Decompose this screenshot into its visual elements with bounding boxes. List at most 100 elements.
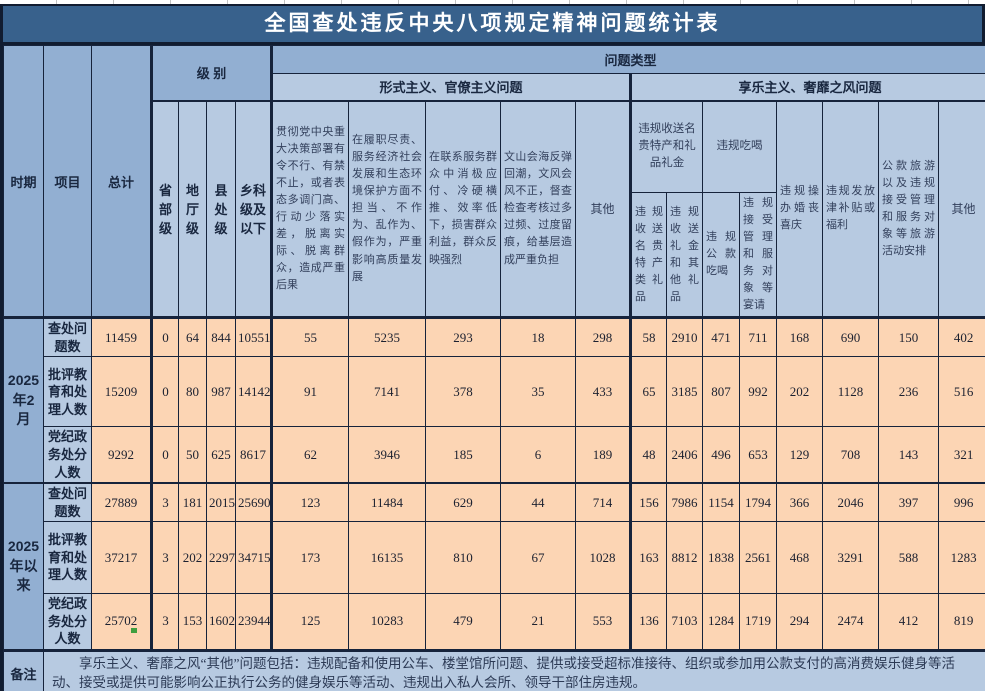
- data-cell: 412: [878, 593, 939, 651]
- data-cell: 35: [500, 356, 576, 428]
- data-cell: 91: [270, 356, 349, 428]
- data-cell: 23944: [235, 593, 272, 651]
- data-cell: 1283: [937, 521, 985, 595]
- data-cell: 156: [629, 482, 667, 523]
- data-cell: 163: [629, 521, 667, 595]
- data-cell: 16135: [348, 521, 426, 595]
- statistics-table: 时期 项目 总计 级 别 问题类型 形式主义、官僚主义问题 享乐主义、奢靡之风问…: [3, 44, 985, 691]
- data-cell: 2406: [666, 426, 703, 484]
- data-cell: 7103: [666, 593, 703, 651]
- data-cell: 3185: [666, 356, 703, 428]
- data-cell: 810: [425, 521, 501, 595]
- data-cell: 2910: [666, 316, 703, 358]
- data-cell: 2474: [822, 593, 879, 651]
- data-cell: 516: [937, 356, 985, 428]
- note-cell: 享乐主义、奢靡之风“其他”问题包括：违规配备和使用公车、楼堂馆所问题、提供或接受…: [42, 648, 985, 691]
- data-cell: 185: [425, 426, 501, 484]
- col-header-dining-public-funds: 违规公款吃喝: [702, 191, 740, 319]
- data-cell: 433: [575, 356, 631, 428]
- data-cell: 37217: [91, 521, 152, 595]
- green-marker: [131, 628, 137, 633]
- data-cell: 690: [822, 316, 879, 358]
- data-cell: 10283: [348, 593, 426, 651]
- data-cell: 5235: [348, 316, 426, 358]
- data-cell: 15209: [91, 356, 152, 428]
- data-cell: 293: [425, 316, 501, 358]
- col-header-allowances: 违规发放津补贴或福利: [822, 99, 879, 319]
- data-cell: 1794: [739, 482, 777, 523]
- page-title: 全国查处违反中央八项规定精神问题统计表: [3, 6, 982, 45]
- data-cell: 3946: [348, 426, 426, 484]
- row-group-period-feb2025: 2025年2月: [3, 316, 44, 484]
- data-cell: 0: [150, 426, 179, 484]
- data-cell: 9292: [91, 426, 152, 484]
- data-cell: 55: [270, 316, 349, 358]
- col-group-dining: 违规吃喝: [702, 99, 777, 193]
- data-cell: 14142: [235, 356, 272, 428]
- data-cell: 298: [575, 316, 631, 358]
- data-cell: 34715: [235, 521, 272, 595]
- row-header-item: 批评教育和处理人数: [43, 356, 92, 428]
- data-cell: 58: [629, 316, 667, 358]
- data-cell: 168: [776, 316, 823, 358]
- data-cell: 2015: [206, 482, 236, 523]
- data-cell: 143: [878, 426, 939, 484]
- data-cell: 25702: [91, 593, 152, 651]
- data-cell: 21: [500, 593, 576, 651]
- data-cell: 844: [206, 316, 236, 358]
- data-cell: 67: [500, 521, 576, 595]
- data-cell: 6: [500, 426, 576, 484]
- data-cell: 378: [425, 356, 501, 428]
- data-cell: 18: [500, 316, 576, 358]
- data-cell: 996: [937, 482, 985, 523]
- col-header-formalism-4: 文山会海反弹回潮，文风会风不正，督查检查考核过多过频、过度留痕，给基层造成严重负…: [500, 99, 576, 319]
- data-cell: 8617: [235, 426, 272, 484]
- data-cell: 629: [425, 482, 501, 523]
- data-cell: 987: [206, 356, 236, 428]
- data-cell: 3: [150, 593, 179, 651]
- data-cell: 2046: [822, 482, 879, 523]
- data-cell: 1154: [702, 482, 740, 523]
- col-group-formalism: 形式主义、官僚主义问题: [270, 73, 631, 101]
- data-cell: 471: [702, 316, 740, 358]
- data-cell: 153: [178, 593, 207, 651]
- data-cell: 402: [937, 316, 985, 358]
- data-cell: 202: [776, 356, 823, 428]
- data-cell: 479: [425, 593, 501, 651]
- table-frame: 全国查处违反中央八项规定精神问题统计表 时期 项目 总计 级 别 问题类型 形式…: [0, 4, 985, 691]
- data-cell: 992: [739, 356, 777, 428]
- data-cell: 1719: [739, 593, 777, 651]
- data-cell: 708: [822, 426, 879, 484]
- data-cell: 25690: [235, 482, 272, 523]
- data-cell: 173: [270, 521, 349, 595]
- data-cell: 1838: [702, 521, 740, 595]
- data-cell: 236: [878, 356, 939, 428]
- col-header-level-county: 县处级: [206, 99, 236, 319]
- data-cell: 2297: [206, 521, 236, 595]
- data-cell: 397: [878, 482, 939, 523]
- col-header-level-prefecture: 地厅级: [178, 99, 207, 319]
- col-header-gifts-specialty: 违规收送名贵特产类礼品: [629, 191, 667, 319]
- row-header-item: 党纪政务处分人数: [43, 426, 92, 484]
- note-text: 享乐主义、奢靡之风“其他”问题包括：违规配备和使用公车、楼堂馆所问题、提供或接受…: [52, 655, 955, 691]
- data-cell: 3: [150, 521, 179, 595]
- data-cell: 7141: [348, 356, 426, 428]
- col-group-hedonism: 享乐主义、奢靡之风问题: [628, 73, 985, 101]
- data-cell: 11484: [348, 482, 426, 523]
- col-header-formalism-other: 其他: [575, 99, 631, 319]
- data-cell: 366: [776, 482, 823, 523]
- col-group-gifts: 违规收送名贵特产和礼品礼金: [629, 99, 703, 193]
- row-header-item: 批评教育和处理人数: [43, 521, 92, 595]
- col-group-level: 级 别: [150, 45, 272, 101]
- data-cell: 136: [629, 593, 667, 651]
- col-header-total: 总计: [91, 44, 152, 319]
- data-cell: 625: [206, 426, 236, 484]
- data-cell: 27889: [91, 482, 152, 523]
- col-header-period: 时期: [3, 44, 44, 319]
- row-header-item: 查处问题数: [43, 482, 92, 523]
- data-cell: 714: [575, 482, 631, 523]
- data-cell: 711: [739, 316, 777, 358]
- data-cell: 653: [739, 426, 777, 484]
- data-cell: 125: [270, 593, 349, 651]
- data-cell: 819: [937, 593, 985, 651]
